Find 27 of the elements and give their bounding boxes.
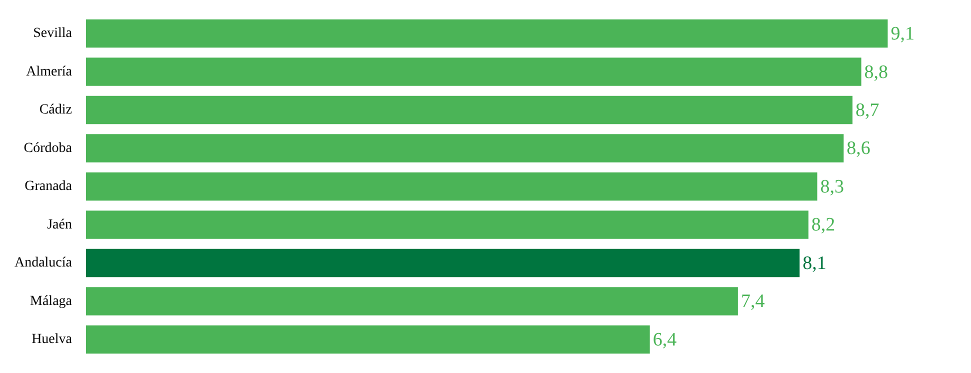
y-tick-label: Córdoba bbox=[24, 140, 73, 156]
y-tick-label: Málaga bbox=[30, 294, 73, 309]
data-label: 8,2 bbox=[811, 214, 836, 236]
y-tick-label: Andalucía bbox=[14, 256, 73, 271]
bar bbox=[86, 210, 808, 239]
data-label: 8,6 bbox=[846, 138, 870, 160]
bar bbox=[86, 96, 852, 124]
y-tick-label: Almería bbox=[26, 64, 73, 80]
y-tick-label: Granada bbox=[24, 179, 73, 194]
y-tick-label: Huelva bbox=[32, 332, 73, 348]
data-label: 6,4 bbox=[652, 329, 678, 350]
y-tick-label: Cádiz bbox=[39, 102, 72, 118]
y-tick-label: Jaén bbox=[47, 217, 72, 232]
bar bbox=[86, 325, 650, 354]
bar bbox=[86, 287, 738, 316]
data-label: 8,3 bbox=[820, 176, 844, 198]
bar bbox=[86, 172, 818, 201]
y-tick-label: Sevilla bbox=[33, 26, 73, 42]
data-label: 8,8 bbox=[864, 62, 888, 83]
data-label: 8,7 bbox=[855, 100, 880, 121]
bar bbox=[86, 134, 844, 162]
data-label: 7,4 bbox=[740, 291, 766, 312]
bar bbox=[86, 58, 862, 86]
bar bbox=[86, 19, 888, 48]
data-label: 8,1 bbox=[802, 252, 826, 274]
data-label: 9,1 bbox=[890, 24, 914, 45]
bar bbox=[86, 248, 800, 278]
